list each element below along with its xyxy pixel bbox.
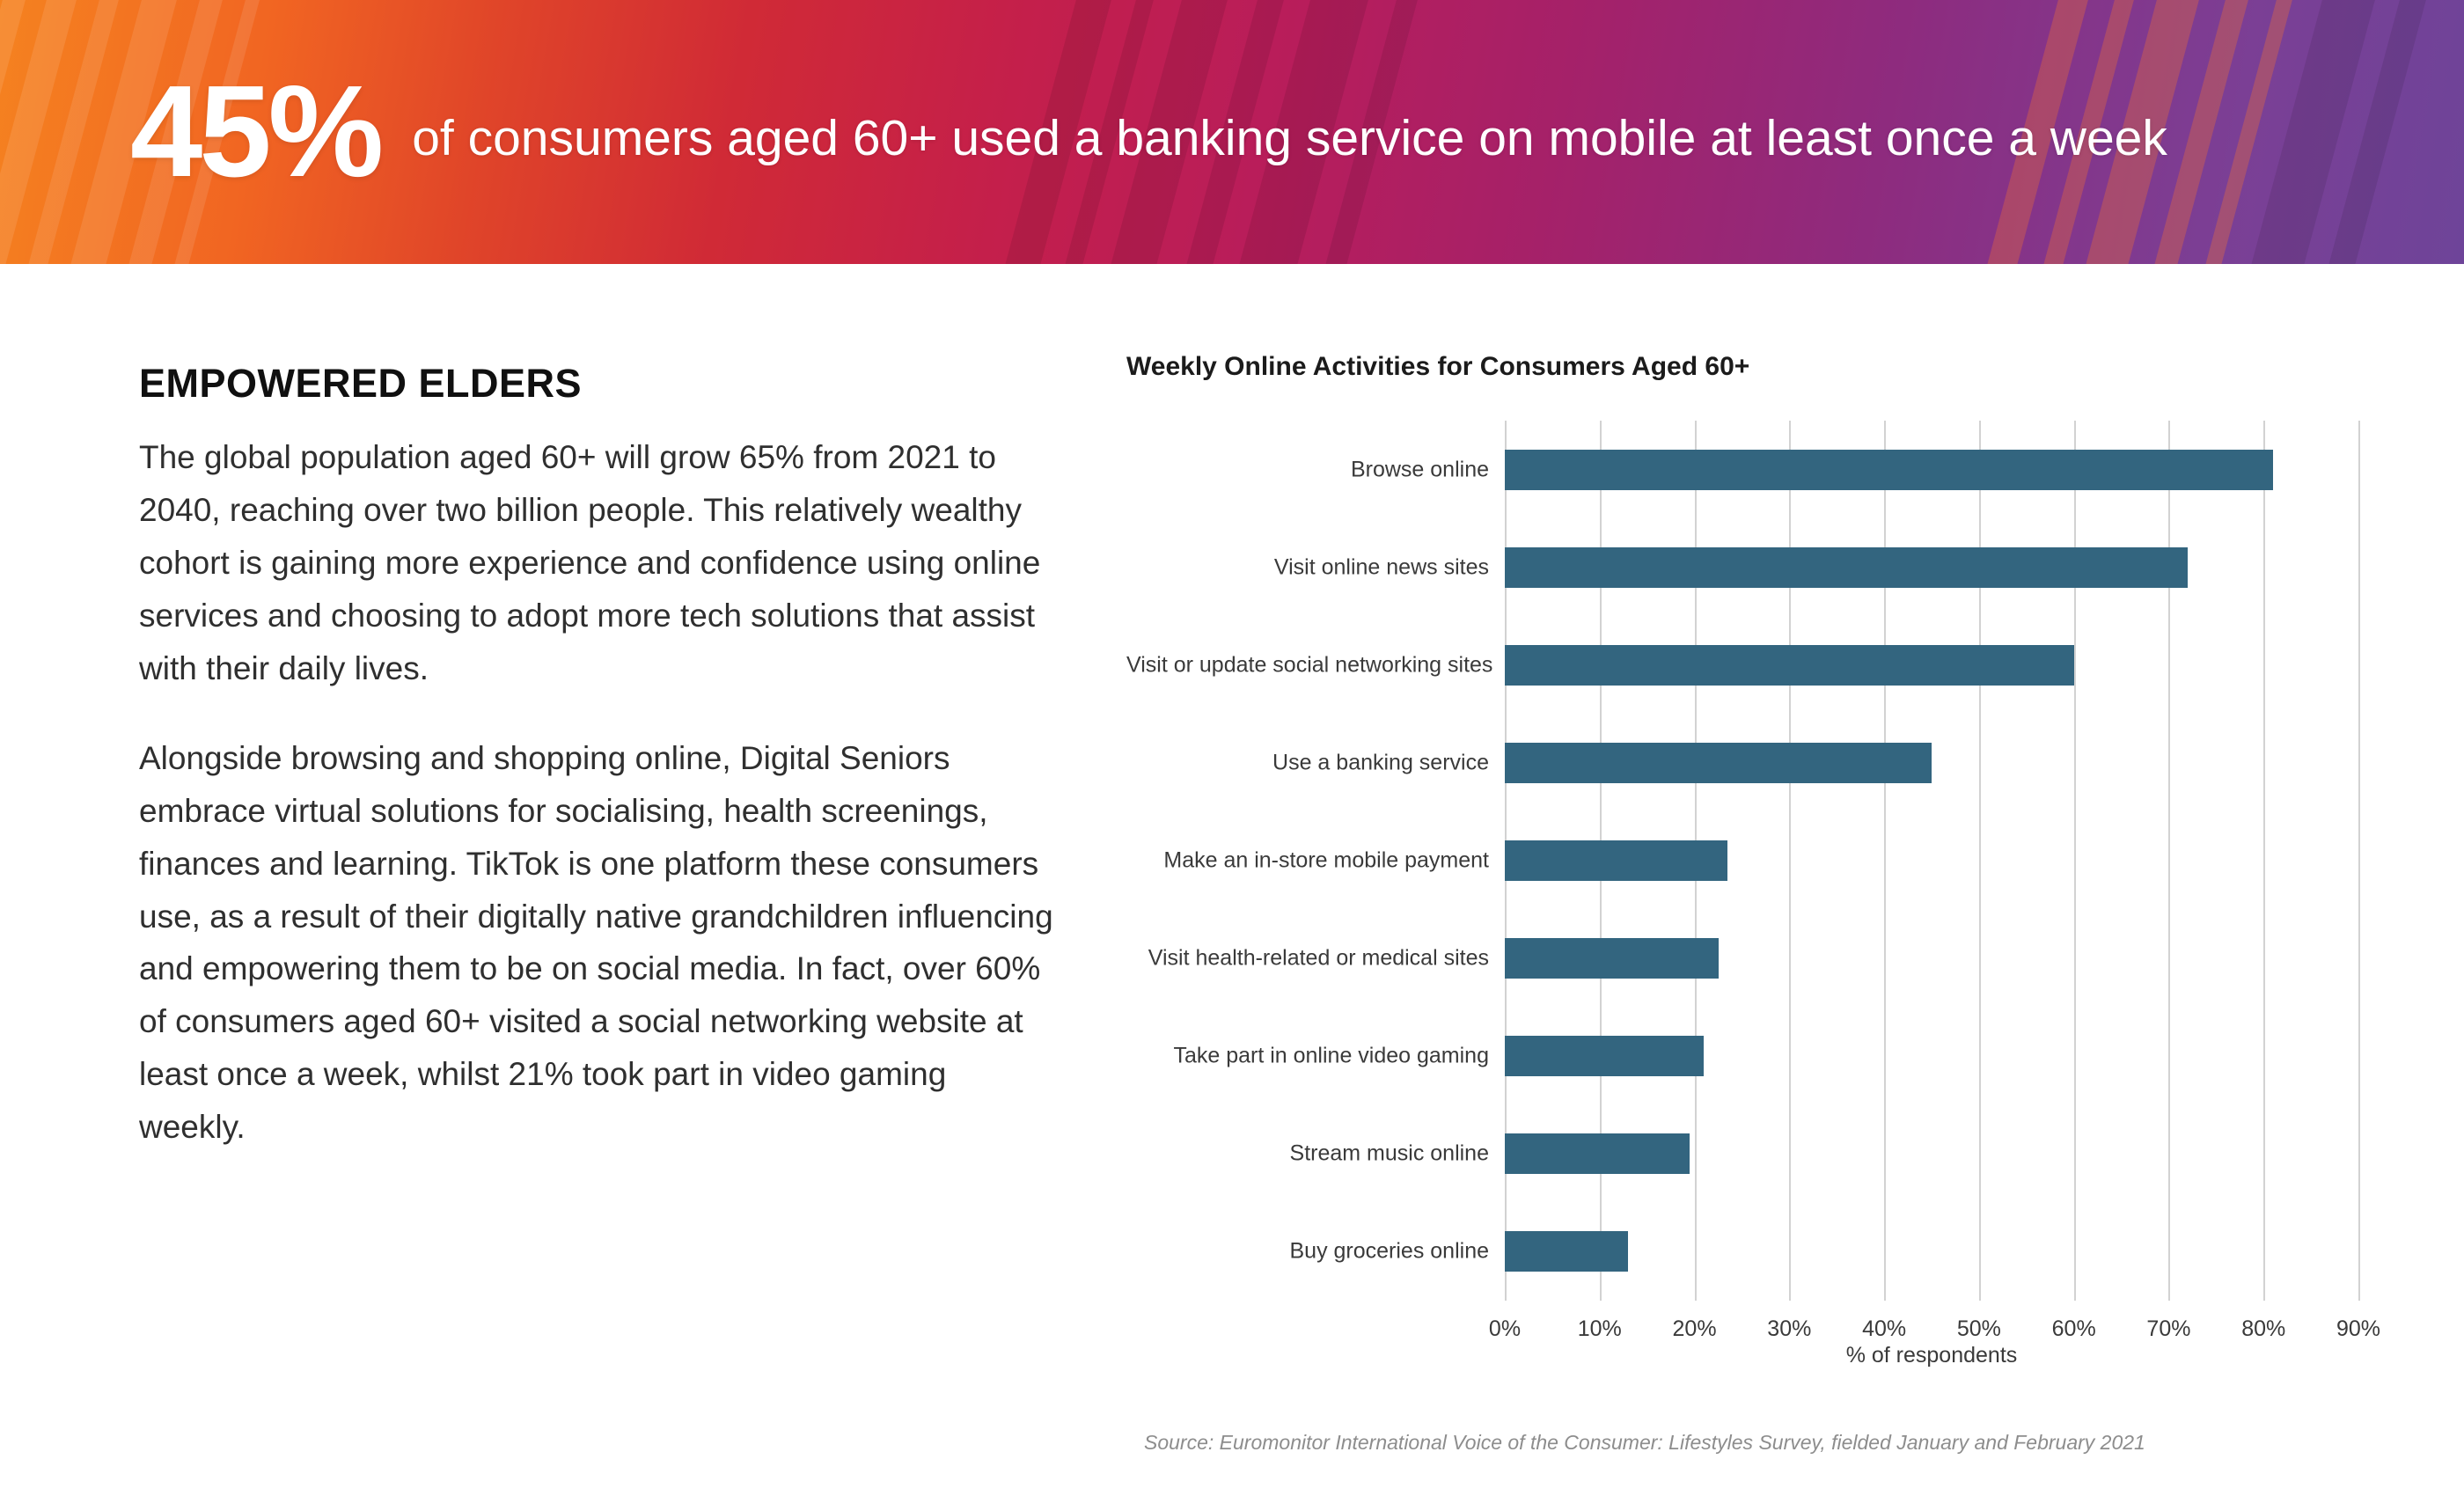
headline-statistic: 45% [130,59,384,204]
chart-bar-row[interactable] [1505,546,2358,588]
chart-bars [1505,421,2358,1301]
chart-bar-row[interactable] [1505,840,2358,881]
chart-xtick-label: 0% [1488,1316,1522,1341]
chart-category-label: Buy groceries online [1289,1238,1489,1264]
chart-xtick-label: 80% [2241,1316,2286,1341]
chart-xaxis-label: % of respondents [1845,1343,2018,1368]
chart-title: Weekly Online Activities for Consumers A… [1126,352,1750,381]
bar-chart: Browse online Visit online news sites Visi… [1126,421,2411,1454]
chart-xtick-label: 60% [2051,1316,2096,1341]
chart-bar[interactable] [1505,449,2273,490]
chart-bar[interactable] [1505,1036,1705,1077]
chart-bar-row[interactable] [1505,1231,2358,1272]
chart-xtick-label: 90% [2336,1316,2381,1341]
chart-bar[interactable] [1505,546,2188,588]
article-paragraph-2: Alongside browsing and shopping online, … [139,739,1053,1146]
chart-category-label: Take part in online video gaming [1173,1043,1489,1068]
page-title: EMPOWERED ELDERS [139,361,583,406]
chart-bar[interactable] [1505,742,1932,783]
chart-xtick-label: 30% [1767,1316,1812,1341]
chart-bar-row[interactable] [1505,644,2358,686]
page-content: EMPOWERED ELDERS The global population a… [0,264,2464,1496]
chart-bar-row[interactable] [1505,938,2358,979]
chart-category-label: Browse online [1350,457,1489,482]
chart-source-note: Source: Euromonitor International Voice … [1144,1431,2145,1454]
article-paragraph-1: The global population aged 60+ will grow… [139,439,1041,686]
chart-category-axis: Browse online Visit online news sites Visi… [1126,421,1493,1301]
chart-xtick-label: 70% [2146,1316,2191,1341]
chart-value-axis: 0% 10% 20% 30% 40% 50% 60% 70% 80% 90% [1489,1301,2380,1341]
headline-statement: of consumers aged 60+ used a banking ser… [412,110,2167,166]
chart-category-label: Visit health-related or medical sites [1148,945,1489,971]
chart-xtick-label: 40% [1862,1316,1907,1341]
gridline [2358,421,2360,1301]
chart-bar-row[interactable] [1505,742,2358,783]
chart-bar-row[interactable] [1505,449,2358,490]
chart-xtick-label: 50% [1956,1316,2001,1341]
article-column: EMPOWERED ELDERS The global population a… [0,264,1109,1496]
chart-xtick-label: 10% [1577,1316,1622,1341]
chart-category-label: Use a banking service [1272,750,1489,775]
chart-bar[interactable] [1505,938,1719,979]
chart-xtick-label: 20% [1672,1316,1717,1341]
chart-category-label: Stream music online [1289,1140,1489,1166]
chart-category-label: Visit online news sites [1273,554,1489,580]
chart-bar[interactable] [1505,840,1728,881]
chart-bar[interactable] [1505,1231,1629,1272]
header-banner: 45% of consumers aged 60+ used a banking… [0,0,2464,264]
chart-category-label: Make an in-store mobile payment [1163,847,1489,873]
chart-plot-area [1505,421,2360,1301]
chart-bar-row[interactable] [1505,1036,2358,1077]
chart-bar[interactable] [1505,644,2074,686]
chart-category-label: Visit or update social networking sites [1126,652,1493,678]
chart-bar[interactable] [1505,1133,1690,1175]
chart-column: Weekly Online Activities for Consumers A… [1109,264,2464,1496]
chart-bar-row[interactable] [1505,1133,2358,1175]
